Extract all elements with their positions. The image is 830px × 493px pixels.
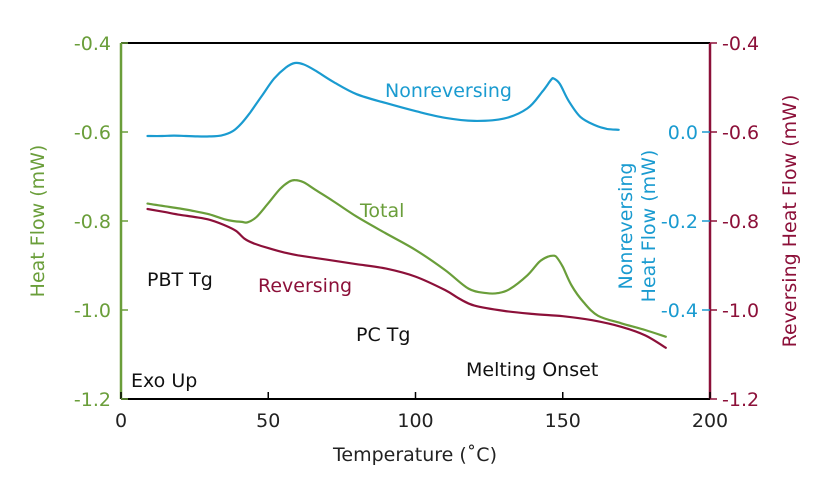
pbt-tg-annotation: PBT Tg: [147, 269, 213, 291]
melting-onset-annotation: Melting Onset: [466, 359, 598, 381]
x-axis-ticks: 0 50 100 150 200: [115, 392, 728, 432]
reversing-series-line: [146, 207, 667, 349]
nonreversing-axis-title-line1: Nonreversing: [615, 163, 637, 290]
x-tick-label: 0: [115, 410, 127, 432]
left-tick-label: -0.8: [74, 211, 111, 233]
left-tick-label: -0.6: [74, 122, 111, 144]
right-axis-title: Reversing Heat Flow (mW): [779, 95, 801, 348]
total-series-label: Total: [359, 200, 404, 222]
right-tick-label: -0.6: [722, 122, 759, 144]
right-tick-label: -1.0: [722, 300, 759, 322]
left-tick-label: -0.4: [74, 33, 111, 55]
total-series-line: [146, 178, 667, 338]
nonreversing-tick-label: -0.4: [661, 300, 698, 322]
x-tick-label: 150: [545, 410, 581, 432]
right-tick-label: -1.2: [722, 389, 759, 411]
right-axis-ticks: -0.4 -0.6 -0.8 -1.0 -1.2: [710, 33, 759, 411]
x-axis-title: Temperature (˚C): [332, 444, 497, 466]
left-axis-ticks: -0.4 -0.6 -0.8 -1.0 -1.2: [74, 33, 128, 411]
x-tick-label: 50: [256, 410, 280, 432]
nonreversing-axis-ticks: 0.0 -0.2 -0.4: [661, 122, 710, 322]
nonreversing-series-label: Nonreversing: [385, 80, 512, 102]
nonreversing-series-line: [146, 61, 620, 138]
left-axis-title: Heat Flow (mW): [27, 145, 49, 298]
left-tick-label: -1.0: [74, 300, 111, 322]
reversing-series-label: Reversing: [258, 275, 352, 297]
left-tick-label: -1.2: [74, 389, 111, 411]
right-tick-label: -0.4: [722, 33, 759, 55]
right-tick-label: -0.8: [722, 211, 759, 233]
exo-up-annotation: Exo Up: [131, 370, 197, 392]
nonreversing-axis-title-line2: Heat Flow (mW): [638, 150, 660, 303]
nonreversing-tick-label: 0.0: [668, 122, 698, 144]
x-tick-label: 200: [692, 410, 728, 432]
nonreversing-tick-label: -0.2: [661, 211, 698, 233]
pc-tg-annotation: PC Tg: [356, 324, 410, 346]
x-tick-label: 100: [397, 410, 433, 432]
series-layer: [146, 61, 667, 349]
